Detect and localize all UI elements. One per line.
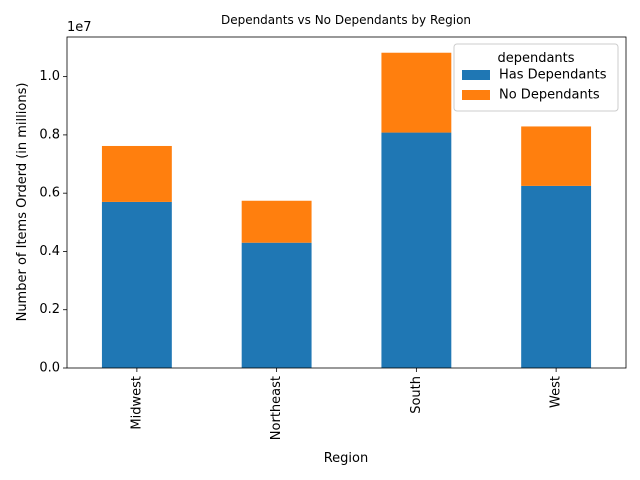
legend-swatch-has-dependants (462, 70, 490, 80)
bar-midwest-has-dependants (101, 201, 172, 368)
bar-northeast-has-dependants (241, 242, 312, 368)
legend-frame (453, 43, 619, 112)
y-tick-label: 0.6 (39, 186, 60, 201)
y-axis-offset-label: 1e7 (67, 20, 92, 35)
bar-northeast-no-dependants (241, 200, 312, 243)
legend-swatch-no-dependants (462, 90, 490, 100)
legend-title: dependants (497, 51, 574, 66)
x-tick-label: Northeast (269, 376, 284, 440)
legend: dependants Has Dependants No Dependants (453, 43, 619, 112)
plot-frame (66, 36, 627, 369)
bar-midwest-no-dependants (101, 145, 172, 202)
y-tick-label: 1.0 (39, 69, 60, 84)
y-tick-label: 0.0 (39, 361, 60, 376)
y-tick-label: 0.2 (39, 302, 60, 317)
bars-layer (101, 52, 592, 368)
ticks-layer: Midwest Northeast South West 0.0 0.2 0.4 0.6 0.8… (39, 69, 563, 440)
y-tick-label: 0.4 (39, 244, 60, 259)
x-axis-label: Region (324, 451, 369, 466)
chart-title: Dependants vs No Dependants by Region (221, 13, 471, 27)
x-tick-label: West (549, 376, 564, 408)
axes-layer (66, 36, 627, 369)
x-tick-label: South (409, 376, 424, 414)
bar-south-no-dependants (381, 52, 452, 133)
legend-label-no-dependants: No Dependants (499, 88, 600, 103)
legend-label-has-dependants: Has Dependants (499, 68, 607, 83)
y-axis-label: Number of Items Orderd (in millions) (15, 83, 30, 322)
y-tick-label: 0.8 (39, 127, 60, 142)
x-tick-label: Midwest (129, 376, 144, 430)
bar-south-has-dependants (381, 132, 452, 368)
legend-items: Has Dependants No Dependants (462, 68, 607, 103)
bar-west-has-dependants (521, 185, 592, 368)
bar-west-no-dependants (521, 126, 592, 186)
